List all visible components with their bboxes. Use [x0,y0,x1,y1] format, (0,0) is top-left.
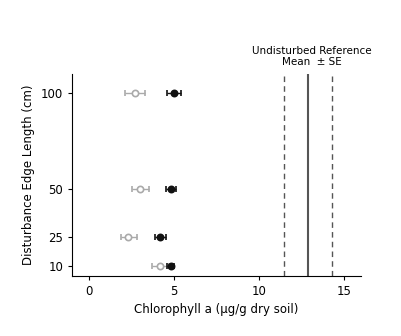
X-axis label: Chlorophyll a (μg/g dry soil): Chlorophyll a (μg/g dry soil) [134,303,299,316]
Text: Undisturbed Reference
Mean  ± SE: Undisturbed Reference Mean ± SE [253,46,372,67]
Y-axis label: Disturbance Edge Length (cm): Disturbance Edge Length (cm) [22,84,35,265]
